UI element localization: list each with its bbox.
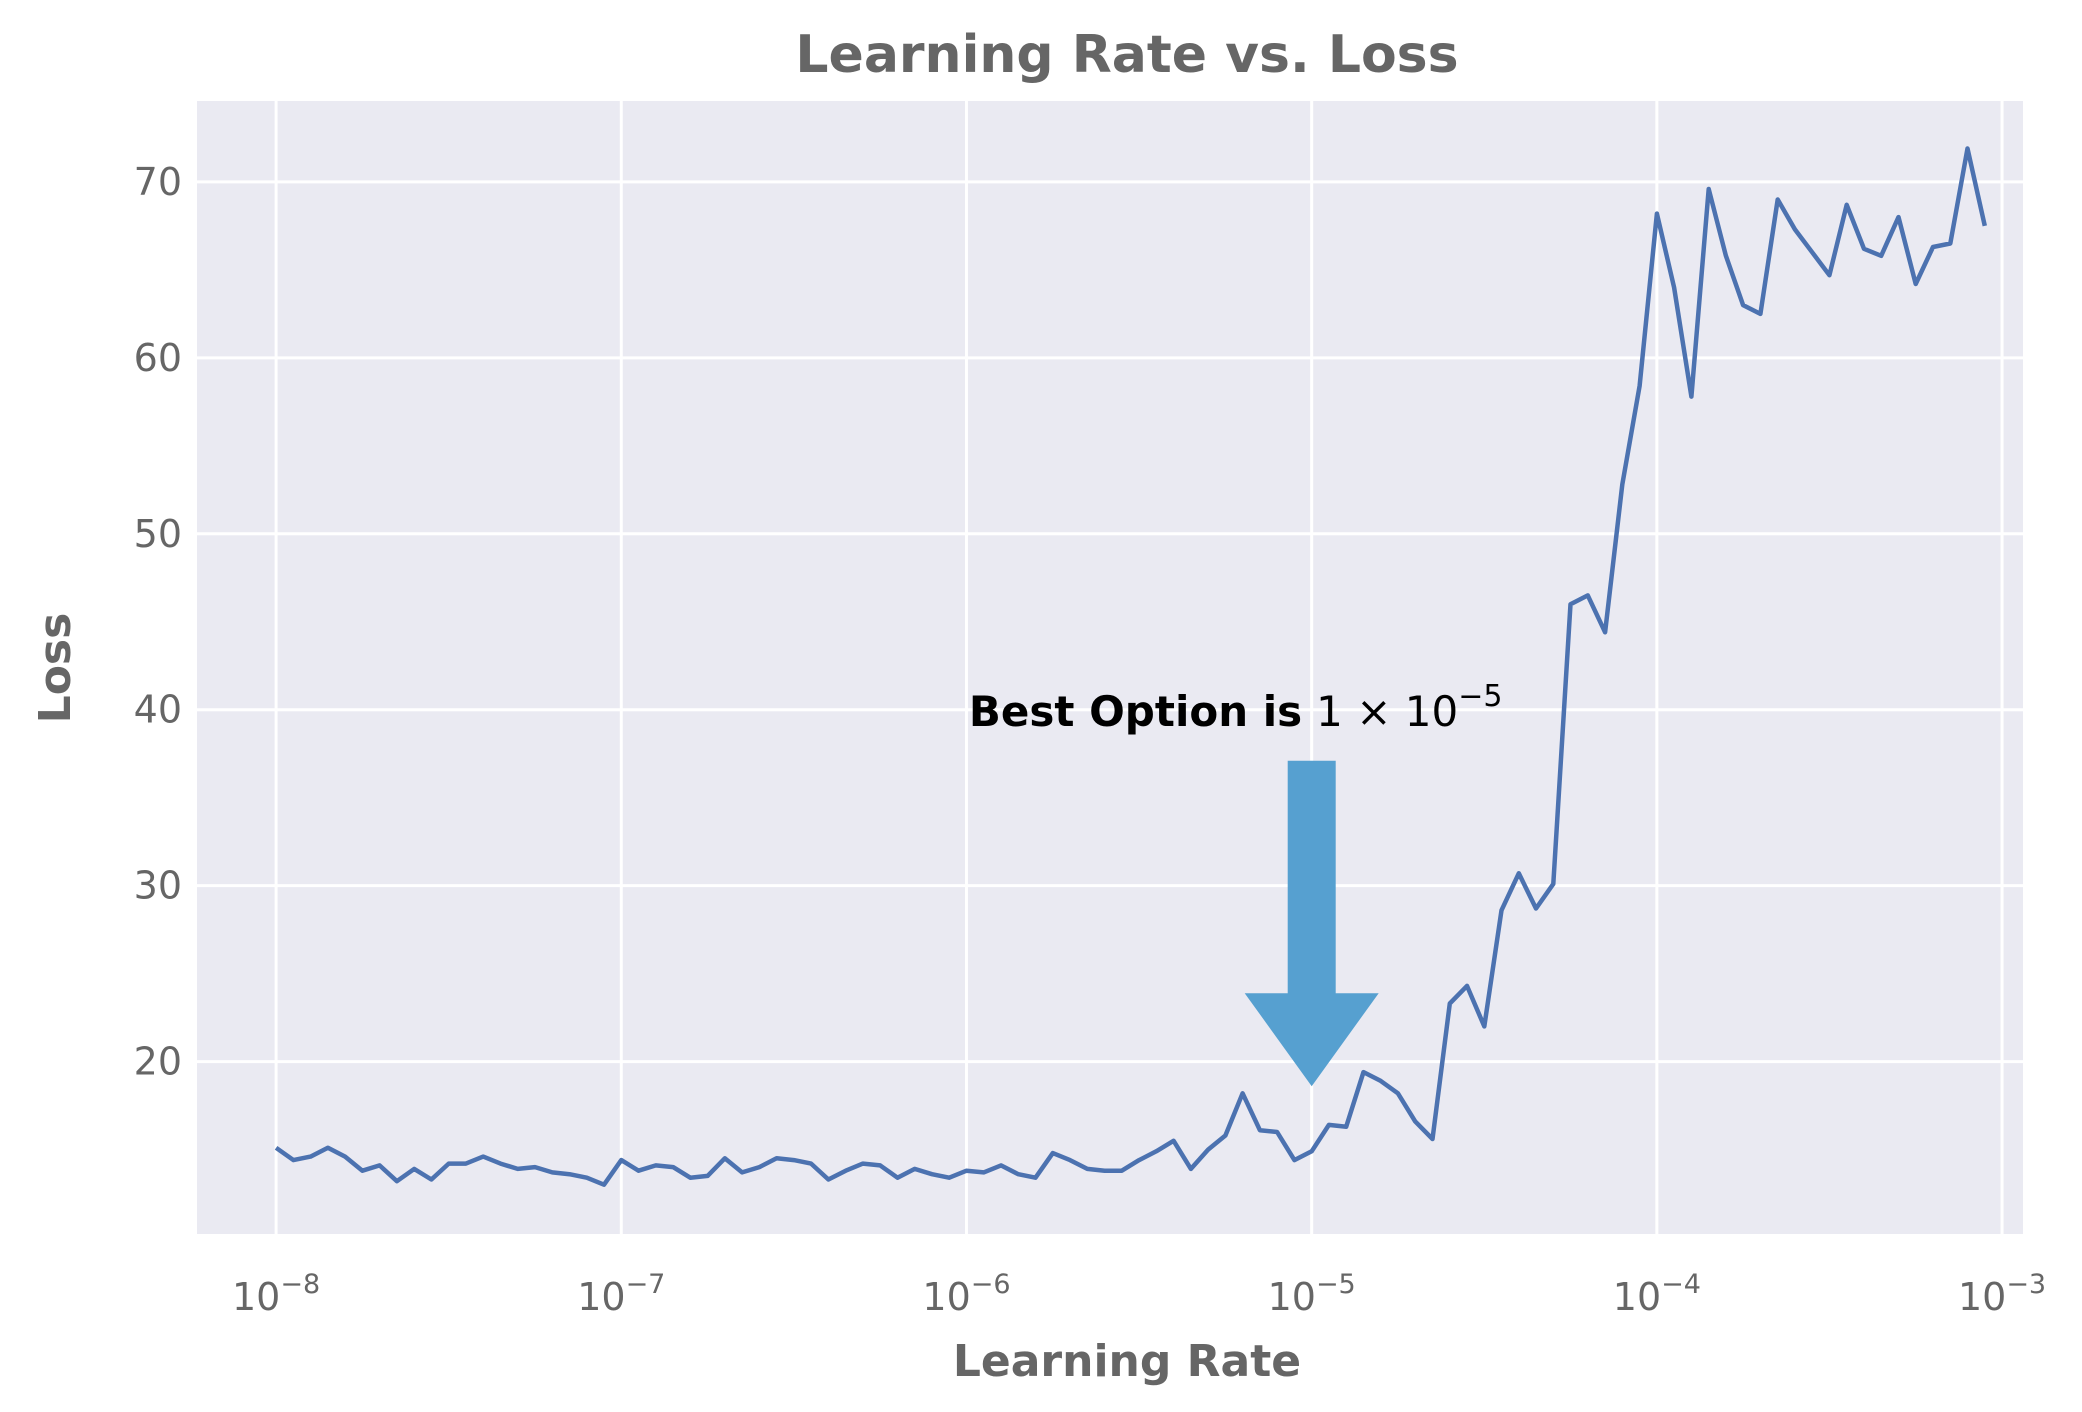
plot-area [197,101,2023,1234]
x-tick-base: 10 [1613,1275,1661,1319]
y-tick-label: 30 [134,864,182,908]
series-layer [274,146,1987,1187]
x-tick-label: 10−8 [232,1269,320,1319]
x-tick-base: 10 [577,1275,625,1319]
x-tick-exponent: −7 [626,1269,666,1300]
x-tick-exponent: −3 [2006,1269,2046,1300]
x-tick-base: 10 [1268,1275,1316,1319]
y-tick-label: 50 [134,512,182,556]
chart-title: Learning Rate vs. Loss [795,25,1458,85]
x-tick-label: 10−4 [1613,1269,1701,1319]
x-tick-exponent: −8 [280,1269,320,1300]
y-axis-label: Loss [30,613,81,724]
x-tick-exponent: −5 [1316,1269,1356,1300]
y-tick-label: 20 [134,1040,182,1084]
x-tick-label: 10−7 [577,1269,665,1319]
annotation: Best Option is 1 × 10−5 [969,679,1503,1087]
y-tick-label: 40 [134,688,182,732]
x-tick-labels: 10−8 10−7 10−6 10−5 10−4 10−3 [232,1269,2046,1319]
annotation-math-exponent: −5 [1458,679,1502,714]
y-tick-labels: 20 30 40 50 60 70 [134,160,182,1084]
x-tick-base: 10 [922,1275,970,1319]
annotation-text: Best Option is 1 × 10−5 [969,679,1503,736]
y-tick-label: 60 [134,336,182,380]
x-tick-exponent: −6 [971,1269,1011,1300]
annotation-math-base: 1 × 10 [1316,687,1458,736]
y-tick-label: 70 [134,160,182,204]
x-tick-label: 10−6 [922,1269,1010,1319]
x-tick-label: 10−3 [1958,1269,2046,1319]
x-tick-base: 10 [232,1275,280,1319]
x-tick-label: 10−5 [1268,1269,1356,1319]
annotation-arrow [1244,760,1379,1087]
x-tick-base: 10 [1958,1275,2006,1319]
loss-series-line [274,146,1987,1187]
annotation-bold-text: Best Option is [969,687,1302,736]
x-tick-exponent: −4 [1661,1269,1701,1300]
x-axis-label: Learning Rate [953,1336,1301,1387]
grid [197,101,2023,1234]
